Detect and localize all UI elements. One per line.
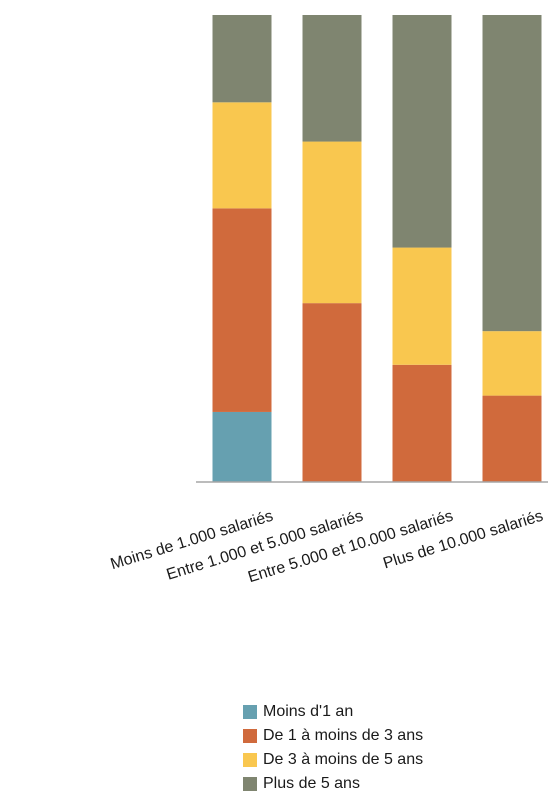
- legend-item-4: Plus de 5 ans: [243, 772, 423, 796]
- legend-item-1: Moins d'1 an: [243, 700, 423, 724]
- legend-swatch-3: [243, 753, 257, 767]
- bar-segment-4-4: [482, 15, 542, 332]
- bar-segment-3-4: [392, 15, 452, 248]
- legend-item-3: De 3 à moins de 5 ans: [243, 748, 423, 772]
- bar-segment-1-1: [212, 411, 272, 482]
- legend-label-2: De 1 à moins de 3 ans: [263, 727, 424, 744]
- bar-segment-1-4: [212, 15, 272, 103]
- bar-segment-2-2: [302, 303, 362, 482]
- bar-segment-2-3: [302, 141, 362, 304]
- x-tick-label-4: Plus de 10.000 salariés: [381, 508, 545, 573]
- legend-label-3: De 3 à moins de 5 ans: [263, 751, 424, 768]
- legend-item-2: De 1 à moins de 3 ans: [243, 724, 423, 748]
- legend: Moins d'1 an De 1 à moins de 3 ans De 3 à …: [243, 700, 423, 796]
- legend-swatch-2: [243, 729, 257, 743]
- bar-segment-1-3: [212, 102, 272, 209]
- bar-segment-4-3: [482, 331, 542, 396]
- bar-segment-2-4: [302, 15, 362, 142]
- bar-segment-4-2: [482, 395, 542, 482]
- legend-swatch-1: [243, 705, 257, 719]
- bars-layer: [212, 15, 542, 482]
- bar-segment-3-2: [392, 364, 452, 482]
- bar-segment-3-3: [392, 247, 452, 365]
- bar-segment-1-2: [212, 208, 272, 412]
- legend-label-4: Plus de 5 ans: [263, 775, 360, 792]
- legend-label-1: Moins d'1 an: [263, 703, 354, 720]
- legend-swatch-4: [243, 777, 257, 791]
